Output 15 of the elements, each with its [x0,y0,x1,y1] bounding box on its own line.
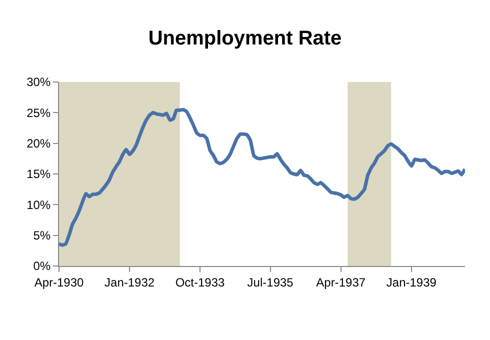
x-tick-label: Jul-1935 [247,275,294,290]
y-tick-label: 15% [26,167,51,182]
chart-title: Unemployment Rate [148,27,342,50]
line-series [59,108,465,247]
y-tick-label: 20% [26,136,51,151]
x-tick-label: Oct-1933 [175,275,225,290]
x-tick-label: Apr-1937 [316,275,366,290]
y-tick-label: 5% [33,228,51,243]
y-tick-label: 25% [26,106,51,120]
y-tick-label: 30% [26,75,51,90]
x-tick-label: Jan-1932 [104,275,155,290]
y-tick-label: 10% [26,198,51,212]
x-tick-label: Apr-1930 [34,275,84,290]
x-tick-label: Jan-1939 [386,275,437,290]
y-tick-label: 0% [33,259,51,274]
